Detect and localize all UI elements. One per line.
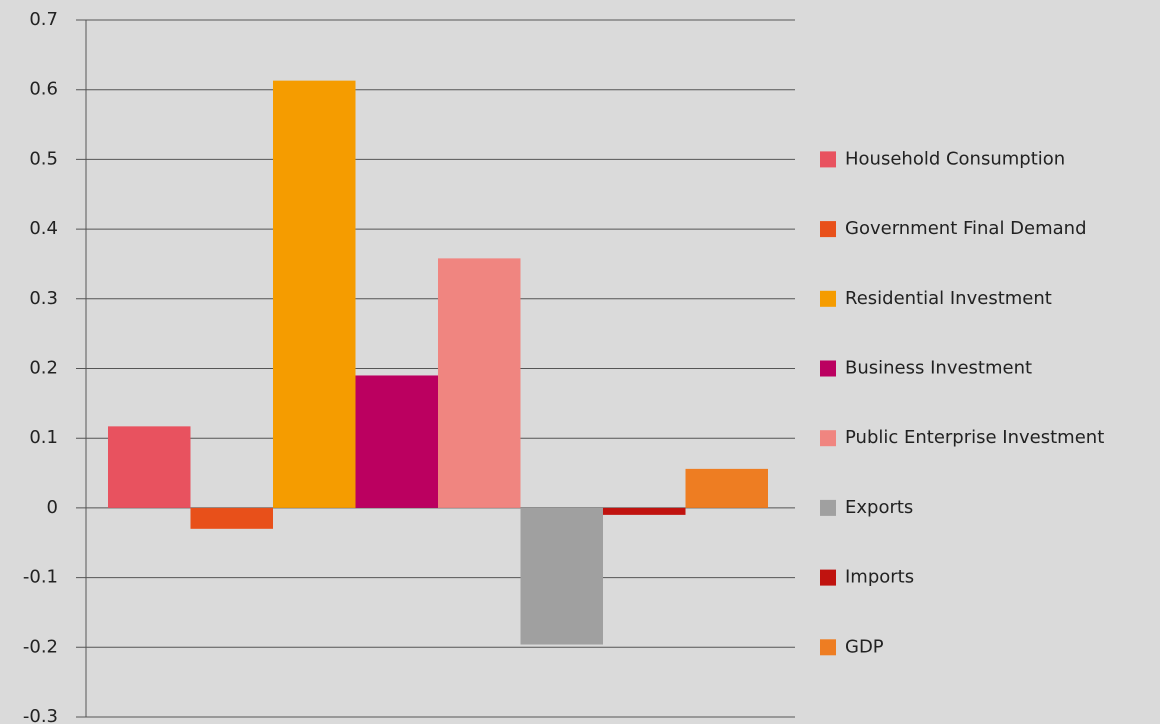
legend-swatch: [820, 221, 836, 238]
legend-label: Public Enterprise Investment: [845, 427, 1104, 448]
bar: [190, 507, 273, 529]
legend-label: Government Final Demand: [845, 218, 1087, 239]
bar: [520, 507, 603, 645]
legend-label: GDP: [845, 636, 884, 657]
legend-label: Residential Investment: [845, 288, 1052, 309]
legend-swatch: [820, 151, 836, 168]
bar: [438, 258, 521, 508]
bar: [603, 507, 686, 515]
y-tick-label: 0: [47, 497, 58, 518]
y-tick-label: 0.2: [29, 358, 58, 379]
legend-swatch: [820, 290, 836, 307]
legend-swatch: [820, 499, 836, 516]
y-tick-label: 0.3: [29, 288, 58, 309]
bar: [108, 426, 191, 508]
y-tick-label: 0.5: [29, 148, 58, 169]
legend-swatch: [820, 569, 836, 586]
y-tick-label: -0.2: [23, 636, 58, 657]
y-tick-label: 0.6: [29, 79, 58, 100]
bar: [273, 80, 356, 508]
y-tick-label: -0.3: [23, 706, 58, 724]
legend-label: Household Consumption: [845, 148, 1065, 169]
y-tick-label: -0.1: [23, 567, 58, 588]
legend-swatch: [820, 639, 836, 656]
bar: [355, 375, 438, 508]
y-tick-label: 0.7: [29, 9, 58, 30]
legend-swatch: [820, 360, 836, 377]
y-tick-label: 0.1: [29, 427, 58, 448]
bar: [685, 468, 768, 508]
y-tick-label: 0.4: [29, 218, 58, 239]
legend-label: Exports: [845, 497, 913, 518]
legend-label: Business Investment: [845, 358, 1032, 379]
legend-label: Imports: [845, 567, 914, 588]
legend-swatch: [820, 430, 836, 447]
